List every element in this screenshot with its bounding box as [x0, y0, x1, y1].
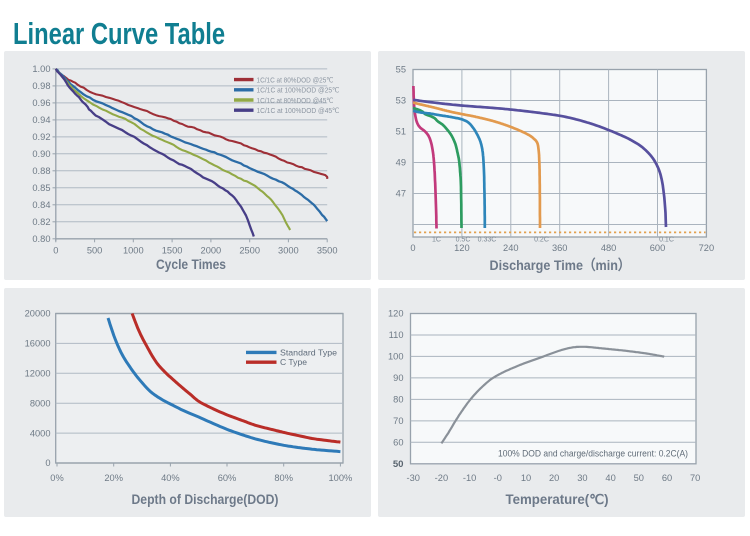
svg-text:0.98: 0.98 [32, 81, 50, 91]
svg-text:80%: 80% [274, 473, 293, 483]
svg-text:1C: 1C [432, 237, 441, 244]
svg-text:600: 600 [650, 243, 666, 253]
svg-text:0.92: 0.92 [32, 132, 50, 142]
svg-text:C Type: C Type [280, 357, 307, 367]
svg-text:53: 53 [396, 96, 406, 106]
svg-text:500: 500 [87, 245, 103, 255]
svg-text:360: 360 [552, 243, 568, 253]
svg-text:60%: 60% [218, 473, 237, 483]
svg-text:1C/1C at 100%DOD @45℃: 1C/1C at 100%DOD @45℃ [257, 106, 340, 115]
svg-text:0.82: 0.82 [32, 217, 50, 227]
svg-text:0.96: 0.96 [32, 98, 50, 108]
svg-text:-30: -30 [406, 473, 419, 483]
svg-text:60: 60 [662, 473, 672, 483]
svg-text:100: 100 [388, 352, 404, 362]
svg-text:50: 50 [393, 459, 404, 470]
svg-text:Temperature(℃): Temperature(℃) [506, 491, 609, 507]
svg-text:55: 55 [396, 65, 406, 75]
svg-text:10: 10 [521, 473, 531, 483]
svg-text:2000: 2000 [201, 245, 222, 255]
svg-text:0.80: 0.80 [32, 234, 50, 244]
svg-text:70: 70 [393, 416, 403, 426]
svg-text:51: 51 [396, 127, 406, 137]
svg-text:Standard Type: Standard Type [280, 347, 337, 357]
svg-text:0.33C: 0.33C [478, 237, 497, 244]
svg-text:0.88: 0.88 [32, 166, 50, 176]
svg-text:60: 60 [393, 438, 403, 448]
svg-text:20000: 20000 [25, 309, 51, 319]
svg-text:16000: 16000 [25, 339, 51, 349]
svg-text:12000: 12000 [25, 369, 51, 379]
svg-text:40%: 40% [161, 473, 180, 483]
svg-text:Depth of Discharge(DOD): Depth of Discharge(DOD) [132, 491, 279, 507]
svg-text:0.5C: 0.5C [456, 237, 471, 244]
svg-text:-10: -10 [463, 473, 476, 483]
svg-text:0.94: 0.94 [32, 115, 50, 125]
svg-text:47: 47 [396, 189, 406, 199]
svg-text:3000: 3000 [278, 245, 299, 255]
svg-text:720: 720 [699, 243, 715, 253]
svg-text:1.00: 1.00 [32, 64, 50, 74]
svg-text:240: 240 [503, 243, 519, 253]
svg-text:20: 20 [549, 473, 559, 483]
svg-text:-20: -20 [435, 473, 448, 483]
svg-text:Cycle Times: Cycle Times [156, 256, 226, 272]
svg-text:50: 50 [634, 473, 644, 483]
svg-text:1000: 1000 [123, 245, 144, 255]
svg-text:4000: 4000 [30, 428, 51, 438]
svg-text:480: 480 [601, 243, 617, 253]
svg-text:1C/1C at 80%DOD @25℃: 1C/1C at 80%DOD @25℃ [257, 75, 334, 84]
svg-text:49: 49 [396, 158, 406, 168]
svg-text:Discharge Time（min）: Discharge Time（min） [490, 257, 631, 273]
svg-text:1500: 1500 [162, 245, 183, 255]
svg-text:2500: 2500 [239, 245, 260, 255]
svg-text:20%: 20% [104, 473, 123, 483]
svg-text:3500: 3500 [317, 245, 338, 255]
svg-text:1C/1C at 100%DOD @25℃: 1C/1C at 100%DOD @25℃ [257, 86, 340, 95]
svg-text:120: 120 [454, 243, 470, 253]
svg-text:90: 90 [393, 373, 403, 383]
svg-text:0.1C: 0.1C [659, 237, 674, 244]
svg-text:0.90: 0.90 [32, 149, 50, 159]
svg-text:0: 0 [53, 245, 58, 255]
svg-text:110: 110 [389, 330, 404, 340]
svg-text:30: 30 [577, 473, 587, 483]
svg-text:70: 70 [690, 473, 700, 483]
svg-text:100%: 100% [329, 473, 353, 483]
svg-text:40: 40 [605, 473, 615, 483]
svg-text:-0: -0 [494, 473, 502, 483]
svg-text:0%: 0% [50, 473, 63, 483]
svg-text:8000: 8000 [30, 398, 51, 408]
svg-text:0.85: 0.85 [32, 183, 50, 193]
svg-text:100% DOD and charge/discharge: 100% DOD and charge/discharge current: 0… [498, 449, 688, 459]
svg-text:120: 120 [388, 309, 404, 319]
svg-text:80: 80 [393, 395, 403, 405]
svg-text:0.2C: 0.2C [534, 237, 549, 244]
svg-text:1C/1C at 80%DOD @45℃: 1C/1C at 80%DOD @45℃ [257, 96, 334, 105]
svg-text:0: 0 [410, 243, 415, 253]
svg-text:0.84: 0.84 [32, 200, 50, 210]
svg-text:0: 0 [45, 458, 50, 468]
